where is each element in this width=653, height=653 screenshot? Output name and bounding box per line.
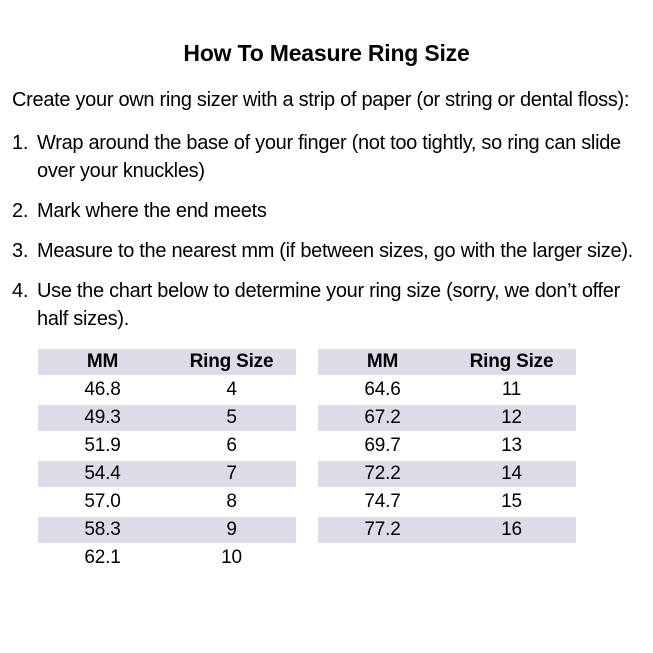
ring-size-table-left: MM Ring Size 46.8 4 49.3 5 51.9 6 54.4 7… <box>38 349 296 573</box>
mm-value: 72.2 <box>364 463 401 484</box>
instruction-step: 4. Use the chart below to determine your… <box>12 277 639 333</box>
ring-size-table-right: MM Ring Size 64.6 11 67.2 12 69.7 13 72.… <box>318 349 576 573</box>
table-row: 62.1 10 <box>38 545 296 571</box>
mm-value: 54.4 <box>84 463 121 484</box>
table-row: 49.3 5 <box>38 405 296 431</box>
instruction-step: 3. Measure to the nearest mm (if between… <box>12 237 639 265</box>
instruction-step: 1. Wrap around the base of your finger (… <box>12 129 639 185</box>
mm-value: 58.3 <box>84 519 121 540</box>
table-row: 51.9 6 <box>38 433 296 459</box>
table-row: 64.6 11 <box>318 377 576 403</box>
ring-size-value: 7 <box>226 463 237 484</box>
table-row: 69.7 13 <box>318 433 576 459</box>
ring-size-value: 14 <box>501 463 522 484</box>
step-number: 4. <box>12 280 29 302</box>
table-header-row: MM Ring Size <box>38 349 296 375</box>
instruction-steps-list: 1. Wrap around the base of your finger (… <box>12 129 639 333</box>
ring-size-value: 8 <box>226 491 237 512</box>
step-number: 2. <box>12 200 29 222</box>
ring-size-value: 5 <box>226 407 237 428</box>
ring-size-value: 12 <box>501 407 522 428</box>
table-row: 67.2 12 <box>318 405 576 431</box>
step-text: Mark where the end meets <box>37 200 267 222</box>
table-row: 77.2 16 <box>318 517 576 543</box>
step-number: 3. <box>12 240 29 262</box>
table-row: 74.7 15 <box>318 489 576 515</box>
mm-value: 77.2 <box>364 519 401 540</box>
instruction-step: 2. Mark where the end meets <box>12 197 639 225</box>
ring-size-value: 6 <box>226 435 237 456</box>
column-header-ring-size: Ring Size <box>189 351 274 372</box>
ring-size-value: 9 <box>226 519 237 540</box>
mm-value: 64.6 <box>364 379 401 400</box>
step-text: Use the chart below to determine your ri… <box>37 280 620 330</box>
instructions-section: Create your own ring sizer with a strip … <box>0 87 653 333</box>
ring-size-value: 4 <box>226 379 237 400</box>
step-text: Measure to the nearest mm (if between si… <box>37 240 633 262</box>
page-title: How To Measure Ring Size <box>183 40 470 66</box>
mm-value: 67.2 <box>364 407 401 428</box>
table-row: 72.2 14 <box>318 461 576 487</box>
mm-value: 51.9 <box>84 435 121 456</box>
table-row: 57.0 8 <box>38 489 296 515</box>
ring-size-value: 11 <box>501 379 522 400</box>
mm-value: 49.3 <box>84 407 121 428</box>
step-text: Wrap around the base of your finger (not… <box>37 132 621 182</box>
ring-size-value: 15 <box>501 491 522 512</box>
column-header-ring-size: Ring Size <box>469 351 554 372</box>
table-header-row: MM Ring Size <box>318 349 576 375</box>
mm-value: 74.7 <box>364 491 401 512</box>
mm-value: 69.7 <box>364 435 401 456</box>
intro-text: Create your own ring sizer with a strip … <box>12 89 630 111</box>
step-number: 1. <box>12 132 29 154</box>
table-row: 54.4 7 <box>38 461 296 487</box>
column-header-mm: MM <box>86 351 119 372</box>
mm-value: 57.0 <box>84 491 121 512</box>
table-row: 46.8 4 <box>38 377 296 403</box>
ring-size-chart: MM Ring Size 46.8 4 49.3 5 51.9 6 54.4 7… <box>38 349 653 573</box>
ring-size-value: 13 <box>501 435 522 456</box>
mm-value: 46.8 <box>84 379 121 400</box>
ring-size-value: 10 <box>221 547 242 568</box>
ring-size-value: 16 <box>501 519 522 540</box>
table-row: 58.3 9 <box>38 517 296 543</box>
column-header-mm: MM <box>366 351 399 372</box>
mm-value: 62.1 <box>84 547 121 568</box>
